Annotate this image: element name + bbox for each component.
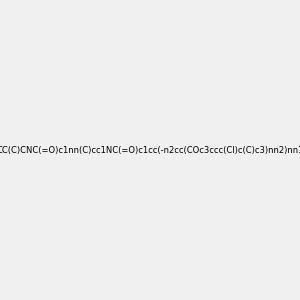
Text: CC(C)CNC(=O)c1nn(C)cc1NC(=O)c1cc(-n2cc(COc3ccc(Cl)c(C)c3)nn2)nn1: CC(C)CNC(=O)c1nn(C)cc1NC(=O)c1cc(-n2cc(C… bbox=[0, 146, 300, 154]
